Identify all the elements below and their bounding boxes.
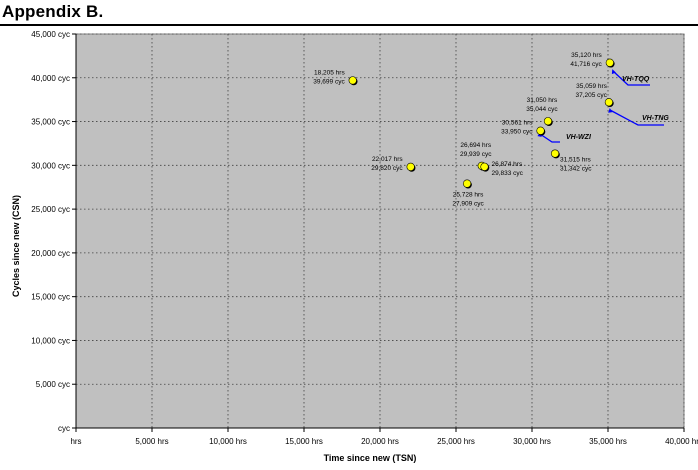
x-tick-label: 35,000 hrs (589, 437, 627, 446)
point-label-cyc: 33,950 cyc (501, 129, 533, 136)
data-point (605, 58, 614, 67)
data-point (604, 98, 613, 107)
point-label-cyc: 31,342 cyc (560, 166, 592, 173)
x-axis-title: Time since new (TSN) (324, 453, 417, 463)
point-label-cyc: 29,833 cyc (491, 170, 523, 177)
data-point (462, 179, 472, 188)
point-label-hrs: 26,874 hrs (491, 161, 522, 168)
annotation-arrowhead (608, 108, 613, 113)
point-label-hrs: 35,120 hrs (571, 52, 602, 59)
point-label-cyc: 27,909 cyc (452, 201, 484, 208)
annotation-arrow (609, 109, 664, 126)
y-tick-label: 25,000 cyc (31, 205, 70, 214)
data-point (536, 126, 545, 135)
page-heading: Appendix B. (2, 2, 104, 21)
data-point (406, 162, 415, 172)
y-tick-label: 45,000 cyc (31, 30, 70, 39)
y-tick-label: 5,000 cyc (36, 380, 70, 389)
point-label-cyc: 29,820 cyc (371, 165, 403, 172)
point-label-hrs: 25,728 hrs (453, 192, 484, 199)
heading-rule (0, 24, 698, 26)
point-label-cyc: 35,044 cyc (526, 106, 558, 113)
x-tick-label: 15,000 hrs (285, 437, 323, 446)
point-label-hrs: 35,059 hrs (576, 83, 607, 90)
data-point (543, 117, 553, 126)
x-tick-label: 20,000 hrs (361, 437, 399, 446)
annotation-arrowhead (611, 69, 616, 75)
y-axis-title: Cycles since new (CSN) (11, 195, 21, 297)
point-label-hrs: 22,017 hrs (372, 156, 403, 163)
y-tick-label: 40,000 cyc (31, 74, 70, 83)
annotation-label: VH-TQQ (622, 76, 650, 83)
y-tick-label: 10,000 cyc (31, 336, 70, 345)
data-point (550, 149, 560, 158)
y-tick-label: 15,000 cyc (31, 293, 70, 302)
y-tick-label: 30,000 cyc (31, 161, 70, 170)
x-tick-label: hrs (70, 437, 81, 446)
point-label-cyc: 37,205 cyc (575, 92, 607, 99)
point-label-cyc: 41,716 cyc (570, 61, 602, 68)
y-tick-label: 35,000 cyc (31, 118, 70, 127)
x-tick-label: 10,000 hrs (209, 437, 247, 446)
point-label-hrs: 30,561 hrs (502, 120, 533, 127)
point-label-cyc: 29,939 cyc (460, 151, 492, 158)
x-tick-label: 40,000 hrs (665, 437, 698, 446)
x-tick-label: 30,000 hrs (513, 437, 551, 446)
annotation-arrow (539, 133, 560, 143)
y-tick-label: cyc (58, 424, 70, 433)
point-label-hrs: 26,694 hrs (460, 142, 491, 149)
data-point (348, 76, 357, 85)
annotation-arrow (612, 70, 650, 86)
point-label-hrs: 18,205 hrs (314, 69, 345, 76)
annotation-label: VH-WZI (566, 134, 592, 141)
y-tick-label: 20,000 cyc (31, 249, 70, 258)
point-label-hrs: 31,050 hrs (527, 97, 558, 104)
point-label-hrs: 31,515 hrs (560, 157, 591, 164)
x-tick-label: 5,000 hrs (135, 437, 168, 446)
x-tick-label: 25,000 hrs (437, 437, 475, 446)
data-point (480, 162, 489, 171)
annotation-label: VH-TNG (642, 115, 669, 122)
point-label-cyc: 39,699 cyc (313, 78, 345, 85)
